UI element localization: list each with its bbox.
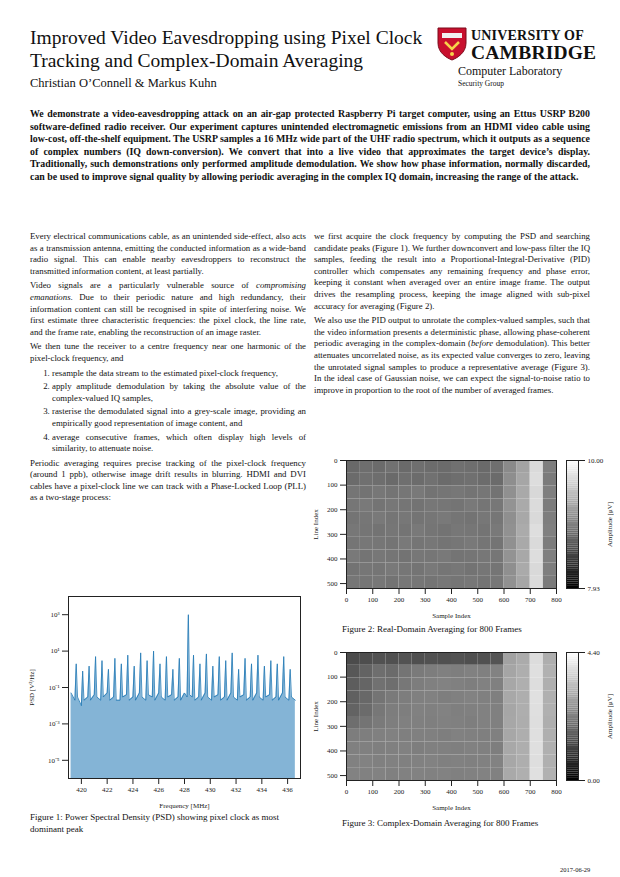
svg-text:Line Index: Line Index <box>312 509 320 540</box>
svg-text:300: 300 <box>327 723 338 731</box>
svg-text:300: 300 <box>327 531 338 539</box>
html-text:Figure 2: Real-Domain Averagin: Figure 2: Real-Domain Averaging for 800 … <box>342 624 522 634</box>
svg-text:200: 200 <box>394 788 405 796</box>
svg-text:500: 500 <box>327 580 338 588</box>
svg-text:800: 800 <box>551 596 562 604</box>
html-text:Every electrical communication: Every electrical communications cable, a… <box>30 231 306 276</box>
svg-text:200: 200 <box>327 698 338 706</box>
svg-text:600: 600 <box>499 596 510 604</box>
html-text:We demonstrate a video-eavesdr: We demonstrate a video-eavesdropping att… <box>30 108 590 182</box>
svg-text:0: 0 <box>334 457 338 465</box>
html-text:We then tune the receiver to a: We then tune the receiver to a centre fr… <box>30 341 306 363</box>
svg-text:100: 100 <box>327 481 338 489</box>
svg-text:436: 436 <box>282 786 293 794</box>
svg-text:100: 100 <box>368 596 379 604</box>
svg-text:400: 400 <box>446 596 457 604</box>
html-text:Christian O’Connell & Markus K: Christian O’Connell & Markus Kuhn <box>30 76 217 90</box>
svg-text:422: 422 <box>102 786 113 794</box>
html-text:2017-06-29: 2017-06-29 <box>560 866 591 873</box>
svg-text:10⁻¹: 10⁻¹ <box>48 684 59 692</box>
svg-text:Sample Index: Sample Index <box>432 804 471 812</box>
svg-text:100: 100 <box>327 673 338 681</box>
svg-text:700: 700 <box>525 788 536 796</box>
svg-text:7.93: 7.93 <box>588 585 601 593</box>
svg-text:400: 400 <box>327 555 338 563</box>
svg-text:500: 500 <box>327 772 338 780</box>
svg-text:400: 400 <box>327 747 338 755</box>
svg-text:500: 500 <box>473 788 484 796</box>
html-text:average consecutive frames, wh: average consecutive frames, which often … <box>52 431 306 454</box>
html-text:CAMBRIDGE: CAMBRIDGE <box>471 42 597 63</box>
svg-text:0: 0 <box>345 596 349 604</box>
svg-text:426: 426 <box>153 786 164 794</box>
html-text:Computer Laboratory: Computer Laboratory <box>458 64 563 78</box>
html-text:Figure 3: Complex-Domain Avera: Figure 3: Complex-Domain Averaging for 8… <box>342 818 539 828</box>
svg-text:10⁻³: 10⁻³ <box>48 720 59 728</box>
svg-text:700: 700 <box>525 596 536 604</box>
svg-text:10¹: 10¹ <box>50 647 59 655</box>
html-text:apply amplitude demodulation b: apply amplitude demodulation by taking t… <box>52 381 306 403</box>
svg-text:300: 300 <box>420 788 431 796</box>
svg-text:300: 300 <box>420 596 431 604</box>
svg-text:600: 600 <box>499 788 510 796</box>
svg-text:PSD [V²/Hz]: PSD [V²/Hz] <box>28 669 36 706</box>
svg-text:10⁻⁵: 10⁻⁵ <box>48 757 60 765</box>
svg-text:0: 0 <box>334 649 338 657</box>
html-text:Improved Video Eavesdropping u: Improved Video Eavesdropping using Pixel… <box>30 27 423 48</box>
svg-text:4.40: 4.40 <box>588 649 601 657</box>
svg-text:432: 432 <box>231 786 242 794</box>
html-text:Tracking and Complex-Domain Av: Tracking and Complex-Domain Averaging <box>30 50 364 71</box>
html-text:We also use the PID output to: We also use the PID output to unrotate t… <box>314 315 590 395</box>
svg-text:200: 200 <box>394 596 405 604</box>
svg-text:Line Index: Line Index <box>312 701 320 732</box>
svg-text:0: 0 <box>345 788 349 796</box>
html-text:Figure 1: Power Spectral Densi: Figure 1: Power Spectral Density (PSD) s… <box>30 812 279 834</box>
svg-text:0.00: 0.00 <box>588 777 601 785</box>
svg-text:400: 400 <box>446 788 457 796</box>
html-text:Video signals are a particular: Video signals are a particularly vulnera… <box>30 280 306 337</box>
svg-text:100: 100 <box>368 788 379 796</box>
svg-text:Amplitude [μV]: Amplitude [μV] <box>606 502 614 547</box>
svg-text:434: 434 <box>257 786 268 794</box>
html-text:Periodic averaging requires pr: Periodic averaging requires precise trac… <box>30 457 306 503</box>
svg-text:Sample Index: Sample Index <box>432 612 471 620</box>
svg-text:500: 500 <box>473 596 484 604</box>
svg-text:424: 424 <box>128 786 139 794</box>
html-text:UNIVERSITY OF: UNIVERSITY OF <box>471 28 584 43</box>
svg-text:Amplitude [μV]: Amplitude [μV] <box>606 694 614 739</box>
svg-text:428: 428 <box>179 786 190 794</box>
svg-text:10.00: 10.00 <box>588 457 604 465</box>
svg-text:10³: 10³ <box>50 611 59 619</box>
svg-text:200: 200 <box>327 506 338 514</box>
html-text:rasterise the demodulated sign: rasterise the demodulated signal into a … <box>52 406 306 428</box>
svg-text:800: 800 <box>551 788 562 796</box>
html-text:we first acquire the clock fre: we first acquire the clock frequency by … <box>314 231 590 311</box>
svg-text:420: 420 <box>76 786 87 794</box>
svg-text:430: 430 <box>205 786 216 794</box>
html-text:Security Group: Security Group <box>458 79 504 88</box>
html-text:resample the data stream to th: resample the data stream to the estimate… <box>52 367 278 378</box>
svg-text:Frequency [MHz]: Frequency [MHz] <box>159 802 209 810</box>
